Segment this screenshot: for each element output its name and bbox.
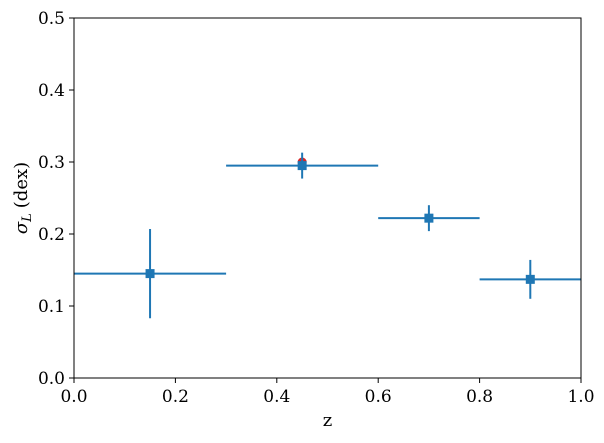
x-tick-label: 0.2 (162, 387, 189, 407)
x-axis-ticks: 0.0 0.2 0.4 0.6 0.8 1.0 (60, 378, 595, 407)
y-tick-label: 0.5 (38, 9, 65, 29)
data-point-square (297, 161, 307, 171)
y-axis-ticks: 0.0 0.1 0.2 0.3 0.4 0.5 (38, 9, 74, 389)
x-tick-label: 0.6 (365, 387, 392, 407)
y-tick-label: 0.2 (38, 225, 65, 245)
x-tick-label: 1.0 (567, 387, 594, 407)
plot-frame (73, 17, 582, 379)
y-tick-label: 0.3 (38, 153, 65, 173)
y-axis-label-symbol: σ (11, 221, 32, 234)
y-axis-label-subscript: L (20, 213, 35, 223)
data-point-square (424, 213, 434, 223)
x-tick-label: 0.4 (263, 387, 290, 407)
x-tick-label: 0.0 (60, 387, 87, 407)
x-tick-label: 0.8 (466, 387, 493, 407)
y-axis-label: σL (dex) (11, 162, 35, 234)
y-axis-label-unit: (dex) (11, 162, 32, 208)
y-tick-label: 0.4 (38, 81, 65, 101)
data-marks (74, 152, 581, 319)
y-tick-label: 0.1 (38, 297, 65, 317)
y-tick-label: 0.0 (38, 369, 65, 389)
data-point-square (145, 269, 155, 279)
data-point-square (525, 274, 535, 284)
x-axis-label: z (323, 410, 332, 431)
